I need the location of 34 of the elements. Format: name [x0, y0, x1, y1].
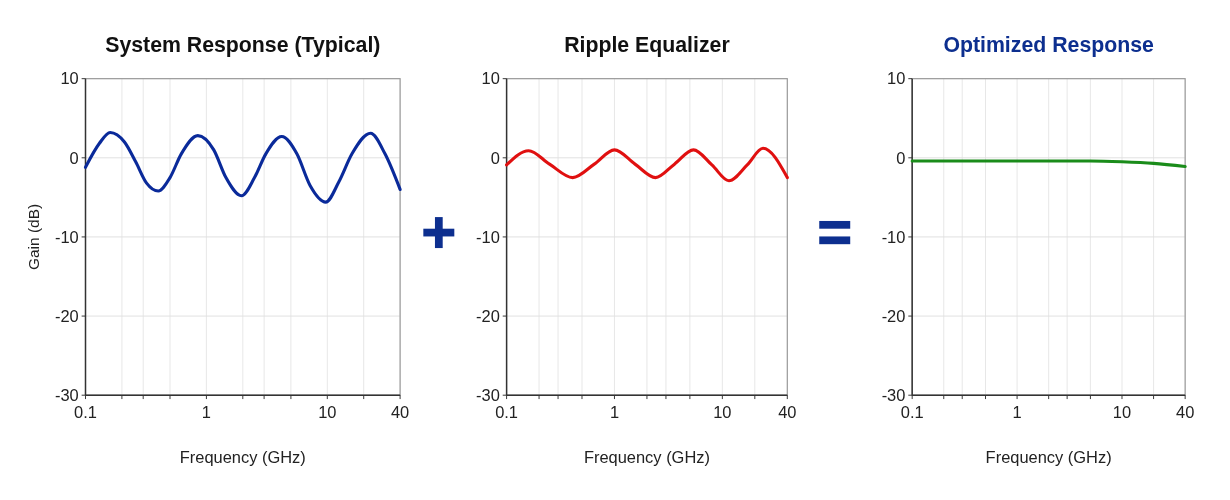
y-tick-label: -20: [476, 306, 500, 325]
y-tick-label: 0: [490, 148, 500, 167]
y-tick-label: -20: [881, 306, 906, 325]
x-axis-title: Frequency (GHz): [179, 447, 306, 466]
x-tick-label: 10: [318, 403, 337, 422]
x-tick-label: 0.1: [495, 403, 519, 422]
y-tick-label: 10: [887, 69, 906, 88]
x-tick-label: 1: [1012, 403, 1022, 422]
x-tick-label: 40: [390, 403, 410, 422]
x-tick-label: 0.1: [900, 403, 924, 422]
chart-title: Optimized Response: [943, 32, 1155, 57]
y-tick-label: -20: [54, 306, 79, 325]
chart-title: Ripple Equalizer: [564, 32, 730, 57]
x-axis-title: Frequency (GHz): [985, 447, 1112, 466]
x-tick-label: 1: [201, 403, 211, 422]
y-tick-label: -30: [476, 386, 500, 405]
x-tick-label: 1: [609, 403, 620, 422]
x-tick-label: 10: [713, 403, 732, 422]
chart-title: System Response (Typical): [105, 32, 381, 57]
x-axis-title: Frequency (GHz): [583, 447, 710, 466]
y-tick-label: -10: [881, 227, 906, 246]
y-tick-label: 10: [60, 69, 79, 88]
y-tick-label: -10: [476, 227, 500, 246]
x-tick-label: 0.1: [74, 403, 97, 422]
x-tick-label: 40: [778, 403, 797, 422]
y-tick-label: -10: [54, 227, 79, 246]
y-tick-label: 0: [896, 148, 906, 167]
y-tick-label: -30: [54, 386, 79, 405]
y-tick-label: 0: [69, 148, 79, 167]
y-axis-title: Gain (dB): [25, 203, 43, 271]
y-tick-label: 10: [481, 69, 500, 88]
y-tick-label: -30: [881, 386, 906, 405]
x-tick-label: 10: [1112, 403, 1132, 422]
x-tick-label: 40: [1176, 403, 1195, 422]
